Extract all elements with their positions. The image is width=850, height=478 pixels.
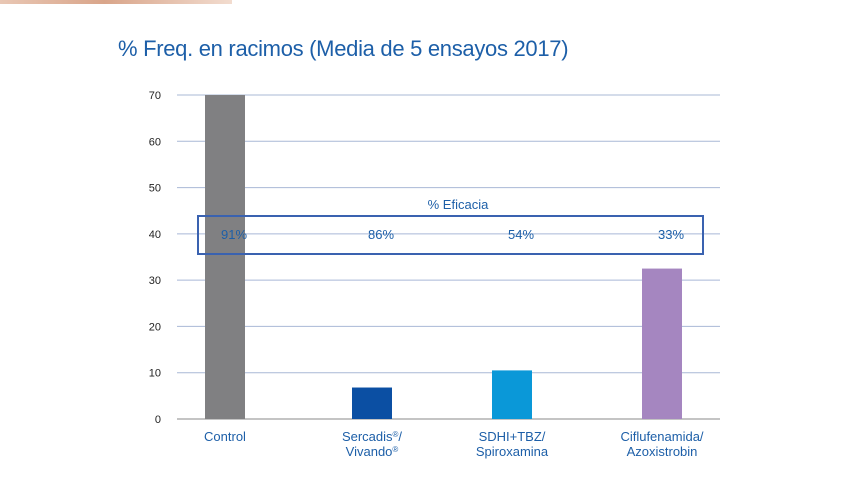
y-axis-ticks: 0 10 20 30 40 50 60 70 <box>149 90 161 426</box>
efficacy-value: 86% <box>368 227 394 242</box>
x-tick-label: Azoxistrobin <box>627 444 698 459</box>
efficacy-value: 33% <box>658 227 684 242</box>
bar <box>492 370 532 419</box>
y-tick-label: 0 <box>155 414 161 426</box>
x-tick-label: Ciflufenamida/ <box>620 429 703 444</box>
bar <box>642 268 682 419</box>
y-tick-label: 10 <box>149 368 161 380</box>
efficacy-box <box>197 215 704 255</box>
y-tick-label: 70 <box>149 90 161 102</box>
y-tick-label: 60 <box>149 136 161 148</box>
x-tick-label: Vivando® <box>346 444 399 459</box>
y-tick-label: 50 <box>149 183 161 195</box>
bars <box>205 95 682 419</box>
x-tick-label: Spiroxamina <box>476 444 549 459</box>
grid-lines <box>177 94 720 420</box>
efficacy-annotation: % Eficacia 91% 86% 54% 33% <box>197 197 704 255</box>
bar <box>352 387 392 419</box>
x-tick-label: SDHI+TBZ/ <box>479 429 546 444</box>
efficacy-title: % Eficacia <box>428 197 489 212</box>
x-tick-label: Control <box>204 429 246 444</box>
y-tick-label: 40 <box>149 229 161 241</box>
efficacy-value: 54% <box>508 227 534 242</box>
x-axis-labels: Control Sercadis®/Vivando® SDHI+TBZ/Spirox… <box>204 429 704 459</box>
y-tick-label: 20 <box>149 321 161 333</box>
efficacy-value: 91% <box>221 227 247 242</box>
x-tick-label: Sercadis®/ <box>342 429 402 444</box>
chart-title: % Freq. en racimos (Media de 5 ensayos 2… <box>118 36 569 61</box>
y-tick-label: 30 <box>149 275 161 287</box>
header-photo-strip <box>0 0 232 4</box>
bar <box>205 95 245 419</box>
